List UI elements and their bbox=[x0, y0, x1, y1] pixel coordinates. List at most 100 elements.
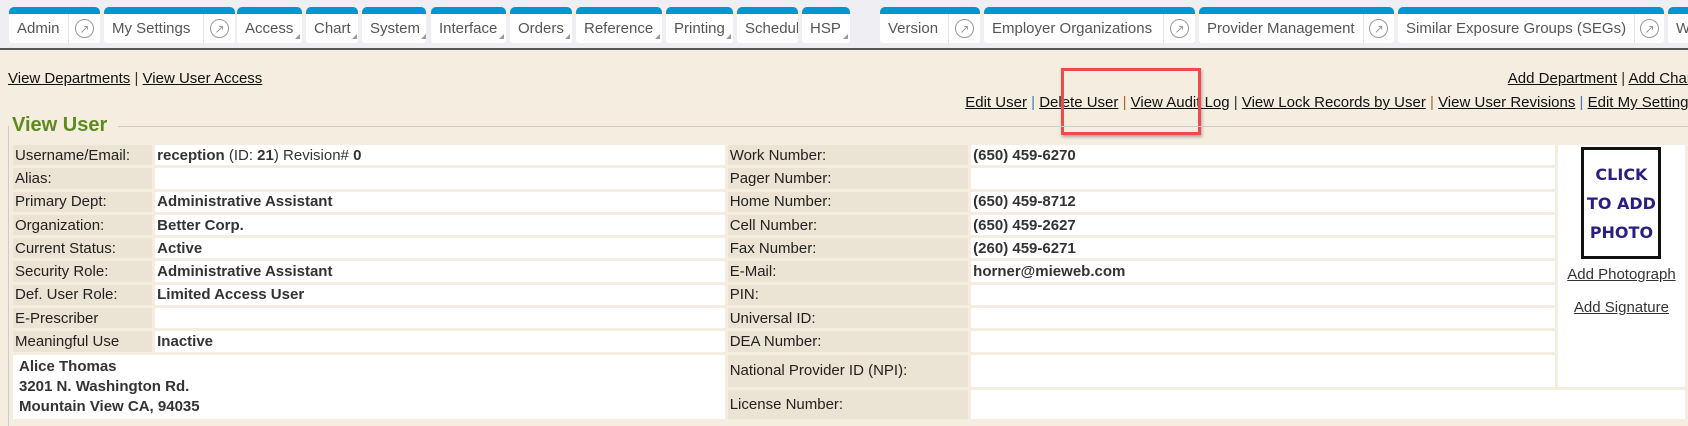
tab-access[interactable]: Access bbox=[237, 7, 302, 43]
external-link-icon: ↗ bbox=[75, 19, 94, 38]
field-label: Pager Number: bbox=[727, 168, 969, 189]
open-external-button[interactable]: ↗ bbox=[1163, 14, 1195, 43]
field-label: Home Number: bbox=[727, 191, 969, 212]
field-label: Primary Dept: bbox=[13, 191, 153, 212]
tab-label: Chart bbox=[306, 14, 358, 43]
field-value bbox=[971, 308, 1555, 329]
tab-label: Scheduling bbox=[737, 14, 798, 43]
field-label: Current Status: bbox=[13, 238, 153, 259]
tab-admin[interactable]: Admin ↗ bbox=[9, 7, 100, 43]
tab-label: Version bbox=[888, 20, 939, 37]
view-departments-link[interactable]: View Departments bbox=[8, 70, 131, 87]
tab-label: Employer Organizations bbox=[992, 20, 1153, 37]
table-row: Username/Email: reception (ID: 21) Revisi… bbox=[13, 145, 1685, 388]
view-user-revisions-link[interactable]: View User Revisions bbox=[1438, 94, 1576, 111]
tab-label: HSP bbox=[802, 14, 850, 43]
view-lock-records-link[interactable]: View Lock Records by User bbox=[1241, 94, 1426, 111]
tab-my-settings[interactable]: My Settings ↗ bbox=[104, 7, 235, 43]
external-link-icon: ↗ bbox=[955, 19, 974, 38]
photo-placeholder-text: PHOTO bbox=[1589, 222, 1654, 242]
photo-cell: CLICK TO ADD PHOTO Add Photograph Add Signat… bbox=[1557, 145, 1685, 388]
add-signature-link[interactable]: Add Signature bbox=[1573, 299, 1669, 316]
user-actions: Edit User | Delete User | View Audit Log… bbox=[965, 94, 1688, 111]
open-external-button[interactable]: ↗ bbox=[948, 14, 980, 43]
field-label: Security Role: bbox=[13, 261, 153, 282]
table-row: Alias: Pager Number: bbox=[13, 168, 1685, 189]
address-line: Mountain View CA, 94035 bbox=[19, 397, 200, 415]
add-photograph-link[interactable]: Add Photograph bbox=[1567, 266, 1676, 283]
field-label: Universal ID: bbox=[727, 308, 969, 329]
left-links: View Departments | View User Access bbox=[8, 70, 263, 87]
field-label: PIN: bbox=[727, 284, 969, 306]
tab-employer-organizations[interactable]: Employer Organizations ↗ bbox=[984, 7, 1195, 43]
tab-provider-management[interactable]: Provider Management ↗ bbox=[1199, 7, 1394, 43]
view-user-access-link[interactable]: View User Access bbox=[142, 70, 263, 87]
right-links-top: Add Department | Add Chart bbox=[1508, 70, 1688, 87]
tab-label: Printing bbox=[666, 14, 733, 43]
user-details-table: Username/Email: reception (ID: 21) Revisi… bbox=[10, 142, 1688, 422]
tab-label: Reference bbox=[576, 14, 662, 43]
table-row: Alice Thomas 3201 N. Washington Rd. Mounta… bbox=[13, 354, 1685, 419]
edit-user-link[interactable]: Edit User bbox=[965, 94, 1027, 111]
tab-orders[interactable]: Orders bbox=[510, 7, 572, 43]
table-row: Primary Dept: Administrative Assistant Hom… bbox=[13, 191, 1685, 212]
address-line: Alice Thomas bbox=[19, 357, 117, 375]
tab-system[interactable]: System bbox=[362, 7, 426, 43]
tab-w[interactable]: W bbox=[1668, 7, 1688, 43]
table-row: Current Status: Active Fax Number: (260) 45… bbox=[13, 238, 1685, 259]
open-external-button[interactable]: ↗ bbox=[68, 14, 100, 43]
add-chart-link[interactable]: Add Chart bbox=[1628, 70, 1688, 87]
field-label: Alias: bbox=[13, 168, 153, 189]
tab-label: System bbox=[362, 14, 426, 43]
tab-label: W bbox=[1668, 14, 1688, 43]
tab-label: Access bbox=[237, 14, 302, 43]
view-audit-log-link[interactable]: View Audit Log bbox=[1130, 94, 1230, 111]
field-label: Def. User Role: bbox=[13, 284, 153, 306]
add-photo-button[interactable]: CLICK TO ADD PHOTO bbox=[1581, 147, 1662, 259]
field-label: Meaningful Use bbox=[13, 331, 153, 352]
field-label: Username/Email: bbox=[13, 145, 153, 166]
tab-version[interactable]: Version ↗ bbox=[880, 7, 980, 43]
field-value bbox=[971, 168, 1555, 189]
external-link-icon: ↗ bbox=[1369, 19, 1389, 38]
field-value: (650) 459-8712 bbox=[971, 191, 1555, 212]
field-value: Better Corp. bbox=[155, 214, 725, 236]
tab-label: Interface bbox=[431, 14, 506, 43]
tab-label: Orders bbox=[510, 14, 572, 43]
tab-chart[interactable]: Chart bbox=[306, 7, 358, 43]
photo-placeholder-text: TO ADD bbox=[1586, 193, 1656, 213]
edit-my-settings-link[interactable]: Edit My Settings bbox=[1587, 94, 1688, 111]
add-department-link[interactable]: Add Department bbox=[1507, 70, 1618, 87]
username-value: reception (ID: 21) Revision# 0 bbox=[155, 145, 725, 166]
delete-user-link[interactable]: Delete User bbox=[1039, 94, 1119, 111]
tab-printing[interactable]: Printing bbox=[666, 7, 733, 43]
top-nav-tabs: Admin ↗ My Settings ↗ Access Chart System Inter… bbox=[0, 0, 1688, 50]
field-value bbox=[971, 390, 1685, 419]
tab-interface[interactable]: Interface bbox=[431, 7, 506, 43]
field-value: Inactive bbox=[155, 331, 725, 352]
field-label: DEA Number: bbox=[727, 331, 969, 352]
tab-reference[interactable]: Reference bbox=[576, 7, 662, 43]
table-row: E-Prescriber Universal ID: bbox=[13, 308, 1685, 329]
tab-scheduling[interactable]: Scheduling bbox=[737, 7, 798, 43]
external-link-icon: ↗ bbox=[1640, 19, 1660, 38]
open-external-button[interactable]: ↗ bbox=[1362, 14, 1394, 43]
tab-hsp[interactable]: HSP bbox=[802, 7, 850, 43]
field-value: Administrative Assistant bbox=[155, 191, 725, 212]
table-row: Organization: Better Corp. Cell Number: (65… bbox=[13, 214, 1685, 236]
field-label: E-Prescriber bbox=[13, 308, 153, 329]
table-row: Security Role: Administrative Assistant E-… bbox=[13, 261, 1685, 282]
highlight-box bbox=[1061, 68, 1201, 135]
table-row: Meaningful Use Inactive DEA Number: bbox=[13, 331, 1685, 352]
open-external-button[interactable]: ↗ bbox=[203, 14, 235, 43]
field-value bbox=[155, 168, 725, 189]
field-label: License Number: bbox=[727, 390, 969, 419]
tab-label: My Settings bbox=[112, 20, 191, 37]
field-label: Cell Number: bbox=[727, 214, 969, 236]
tab-similar-exposure-groups-segs[interactable]: Similar Exposure Groups (SEGs) ↗ bbox=[1398, 7, 1664, 43]
open-external-button[interactable]: ↗ bbox=[1634, 14, 1664, 43]
tab-label: Provider Management bbox=[1207, 20, 1355, 37]
table-row: Def. User Role: Limited Access User PIN: bbox=[13, 284, 1685, 306]
fieldset-border bbox=[118, 126, 1688, 127]
field-value: (650) 459-6270 bbox=[971, 145, 1555, 166]
